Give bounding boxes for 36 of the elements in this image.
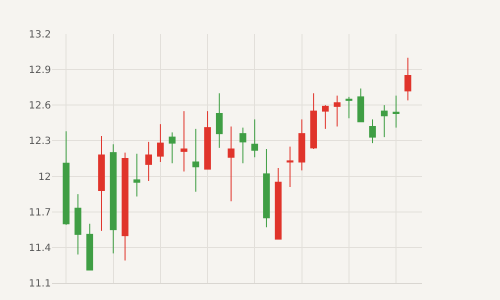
candlestick bbox=[274, 167, 282, 240]
y-tick-label: 11.1 bbox=[28, 278, 51, 290]
y-tick-label: 12.9 bbox=[28, 65, 51, 76]
candlestick bbox=[298, 118, 306, 171]
candlestick bbox=[322, 104, 329, 130]
candlestick bbox=[168, 132, 176, 164]
candlestick bbox=[74, 194, 82, 256]
candlestick bbox=[157, 124, 164, 163]
candlestick bbox=[192, 128, 200, 192]
candlestick bbox=[334, 95, 341, 127]
candlestick bbox=[263, 148, 270, 228]
candlestick bbox=[145, 141, 152, 182]
y-tick-label: 13.2 bbox=[28, 30, 51, 40]
candlestick bbox=[346, 96, 352, 119]
candlestick bbox=[180, 110, 188, 172]
candlestick bbox=[251, 118, 258, 158]
candlestick bbox=[369, 118, 376, 144]
candlestick bbox=[404, 57, 412, 101]
candlestick bbox=[357, 88, 364, 122]
candlestick bbox=[86, 223, 94, 270]
candlestick bbox=[392, 95, 400, 128]
y-tick-label: 11.4 bbox=[28, 242, 51, 254]
candlestick bbox=[286, 146, 294, 188]
y-tick-label: 12.6 bbox=[28, 100, 51, 112]
candlestick bbox=[240, 127, 246, 164]
candlestick bbox=[380, 104, 388, 138]
y-tick-label: 12.3 bbox=[28, 136, 51, 148]
candlestick bbox=[133, 153, 140, 197]
candlestick bbox=[228, 126, 234, 202]
candlestick bbox=[98, 135, 105, 232]
y-tick-label: 11.7 bbox=[28, 207, 51, 218]
candlestick bbox=[216, 92, 223, 148]
candlestick bbox=[310, 92, 317, 150]
candlestick bbox=[122, 152, 128, 261]
candlestick bbox=[204, 110, 211, 170]
y-tick-label: 12 bbox=[38, 172, 51, 183]
